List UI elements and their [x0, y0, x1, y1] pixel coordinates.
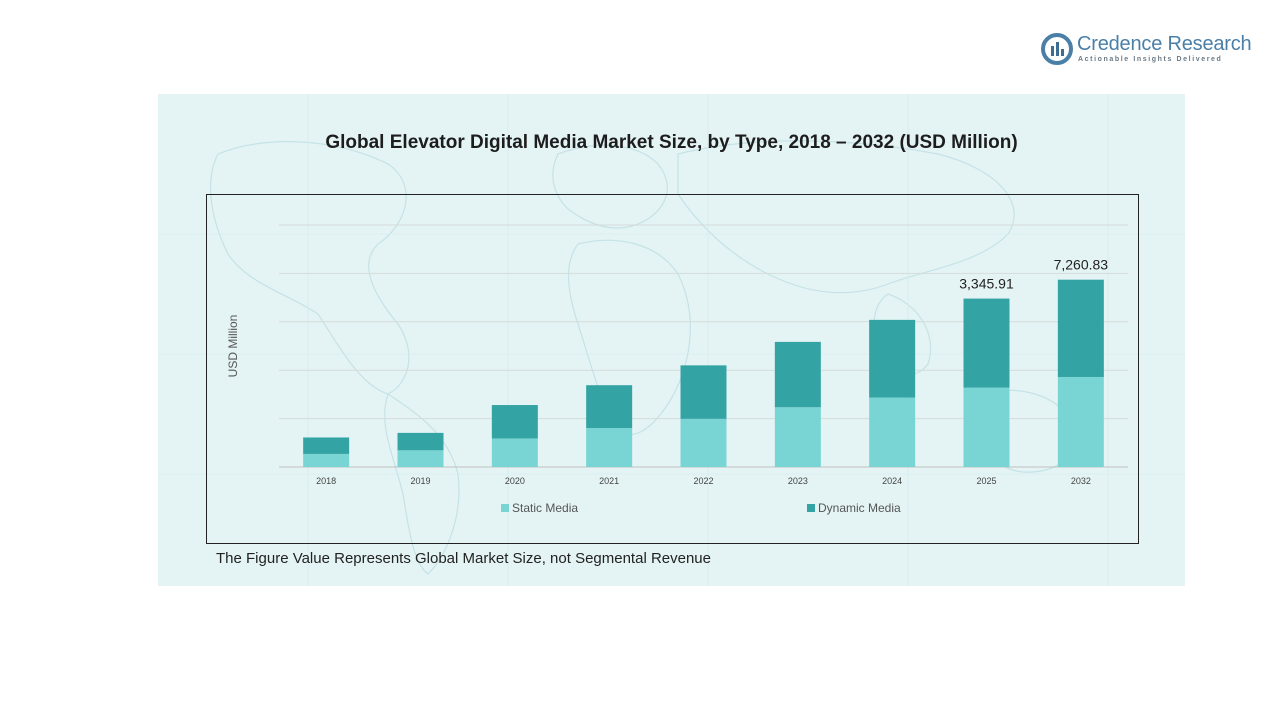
x-tick-label: 2021: [599, 476, 619, 486]
bar-static-2018: [303, 453, 350, 467]
x-tick-label: 2018: [316, 476, 336, 486]
legend-swatch-dynamic: [807, 504, 815, 512]
bar-dynamic-2023: [774, 341, 821, 408]
bar-static-2023: [774, 407, 821, 467]
legend-swatch-static: [501, 504, 509, 512]
chart-footnote: The Figure Value Represents Global Marke…: [216, 550, 711, 567]
bar-static-2032: [1057, 376, 1104, 467]
x-tick-label: 2020: [505, 476, 525, 486]
bar-dynamic-2025: [963, 298, 1010, 388]
data-label-2032: 7,260.83: [1054, 257, 1109, 273]
x-tick-label: 2032: [1071, 476, 1091, 486]
chart-title: Global Elevator Digital Media Market Siz…: [325, 132, 1018, 153]
bar-dynamic-2019: [397, 432, 444, 451]
bar-static-2021: [586, 428, 633, 467]
stacked-bar-chart: USD Million 2018 2019 2020 2021 2022 2023 2024 2…: [226, 224, 1128, 515]
x-tick-label: 2024: [882, 476, 902, 486]
x-tick-label: 2023: [788, 476, 808, 486]
brand-name: Credence Research: [1077, 33, 1252, 55]
bar-dynamic-2022: [680, 365, 727, 419]
chart-panel: Global Elevator Digital Media Market Siz…: [158, 94, 1185, 586]
brand-mark-icon: [1041, 33, 1073, 65]
bar-static-2019: [397, 450, 444, 467]
legend-label-dynamic: Dynamic Media: [818, 501, 901, 515]
y-axis-label: USD Million: [226, 315, 240, 378]
x-tick-label: 2022: [693, 476, 713, 486]
bar-static-2025: [963, 387, 1010, 467]
bar-dynamic-2021: [586, 385, 633, 429]
bar-dynamic-2024: [869, 319, 916, 398]
x-tick-label: 2019: [410, 476, 430, 486]
chart-frame: USD Million 2018 2019 2020 2021 2022 2023 2024 2…: [206, 194, 1139, 544]
bar-dynamic-2020: [491, 405, 538, 439]
x-tick-label: 2025: [976, 476, 996, 486]
bar-static-2022: [680, 418, 727, 467]
world-map-background-icon: [158, 94, 1185, 586]
legend-label-static: Static Media: [512, 501, 578, 515]
bar-dynamic-2018: [303, 437, 350, 454]
brand-tagline: Actionable Insights Delivered: [1078, 56, 1223, 63]
brand-logo: Credence Research Actionable Insights De…: [1040, 32, 1260, 68]
bar-dynamic-2032: [1057, 279, 1104, 377]
bar-static-2024: [869, 397, 916, 467]
bar-static-2020: [491, 438, 538, 467]
data-label-2025: 3,345.91: [959, 276, 1014, 292]
